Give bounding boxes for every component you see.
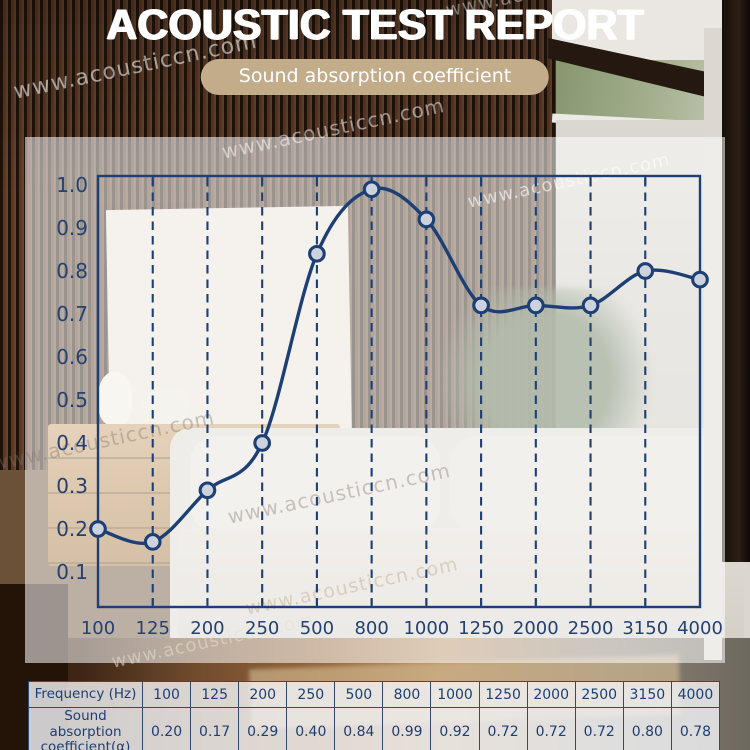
coefficient-cell: 0.40 (286, 707, 336, 750)
svg-text:100: 100 (81, 618, 115, 639)
svg-text:125: 125 (136, 618, 170, 639)
frequency-cell: 2500 (574, 681, 624, 708)
svg-text:0.6: 0.6 (56, 345, 88, 369)
coefficient-cell: 0.92 (430, 707, 480, 750)
subtitle-badge: Sound absorption coefficient (200, 59, 550, 95)
svg-text:0.7: 0.7 (56, 302, 88, 326)
frequency-cell: 125 (190, 681, 240, 708)
svg-text:1.0: 1.0 (56, 173, 88, 197)
frequency-cell: 3150 (622, 681, 672, 708)
window-frame-dark (722, 0, 750, 562)
frequency-cell: 1250 (478, 681, 528, 708)
svg-text:0.4: 0.4 (56, 431, 88, 455)
coefficient-cell: 0.20 (141, 707, 192, 750)
data-table: Frequency (Hz) 100 125 200 250 500 800 1… (28, 681, 721, 750)
svg-text:4000: 4000 (677, 618, 723, 639)
coefficient-cell: 0.29 (238, 707, 288, 750)
coefficient-cell: 0.99 (382, 707, 432, 750)
svg-text:800: 800 (354, 618, 388, 639)
svg-text:500: 500 (300, 618, 334, 639)
svg-text:1250: 1250 (458, 618, 504, 639)
frequency-cell: 2000 (526, 681, 576, 708)
frequency-cell: 1000 (430, 681, 480, 708)
svg-text:0.9: 0.9 (56, 216, 88, 240)
coefficient-cell: 0.72 (526, 707, 576, 750)
frequency-cell: 200 (238, 681, 288, 708)
frequency-cell: 4000 (670, 681, 721, 708)
svg-text:250: 250 (245, 618, 279, 639)
frequency-cell: 800 (382, 681, 432, 708)
row-header-frequency: Frequency (Hz) (28, 681, 143, 708)
coefficient-cell: 0.72 (478, 707, 528, 750)
svg-text:3150: 3150 (622, 618, 668, 639)
frequency-cell: 250 (286, 681, 336, 708)
svg-text:0.3: 0.3 (56, 474, 88, 498)
svg-text:0.1: 0.1 (56, 560, 88, 584)
svg-text:2000: 2000 (513, 618, 559, 639)
coefficient-cell: 0.17 (190, 707, 240, 750)
table-row-coefficient: Sound absorption coefficient(α) 0.20 0.1… (28, 707, 721, 750)
table-row-frequency: Frequency (Hz) 100 125 200 250 500 800 1… (28, 681, 721, 708)
svg-text:0.8: 0.8 (56, 259, 88, 283)
coefficient-cell: 0.78 (670, 707, 721, 750)
chart-backdrop-overlay (25, 137, 725, 663)
frequency-cell: 500 (334, 681, 384, 708)
coefficient-cell: 0.80 (622, 707, 672, 750)
coefficient-cell: 0.84 (334, 707, 384, 750)
row-header-coefficient: Sound absorption coefficient(α) (28, 707, 143, 750)
absorption-line-chart: 1.0 0.9 0.8 0.7 0.6 0.5 0.4 0.3 0.2 0.1 100 125 200 2… (56, 173, 723, 639)
coefficient-cell: 0.72 (574, 707, 624, 750)
svg-text:200: 200 (190, 618, 224, 639)
svg-text:2500: 2500 (568, 618, 614, 639)
frequency-cell: 100 (141, 681, 192, 708)
svg-text:1000: 1000 (403, 618, 449, 639)
svg-text:0.5: 0.5 (56, 388, 88, 412)
page-title: ACOUSTIC TEST REPORT (106, 1, 644, 49)
svg-text:0.2: 0.2 (56, 517, 88, 541)
